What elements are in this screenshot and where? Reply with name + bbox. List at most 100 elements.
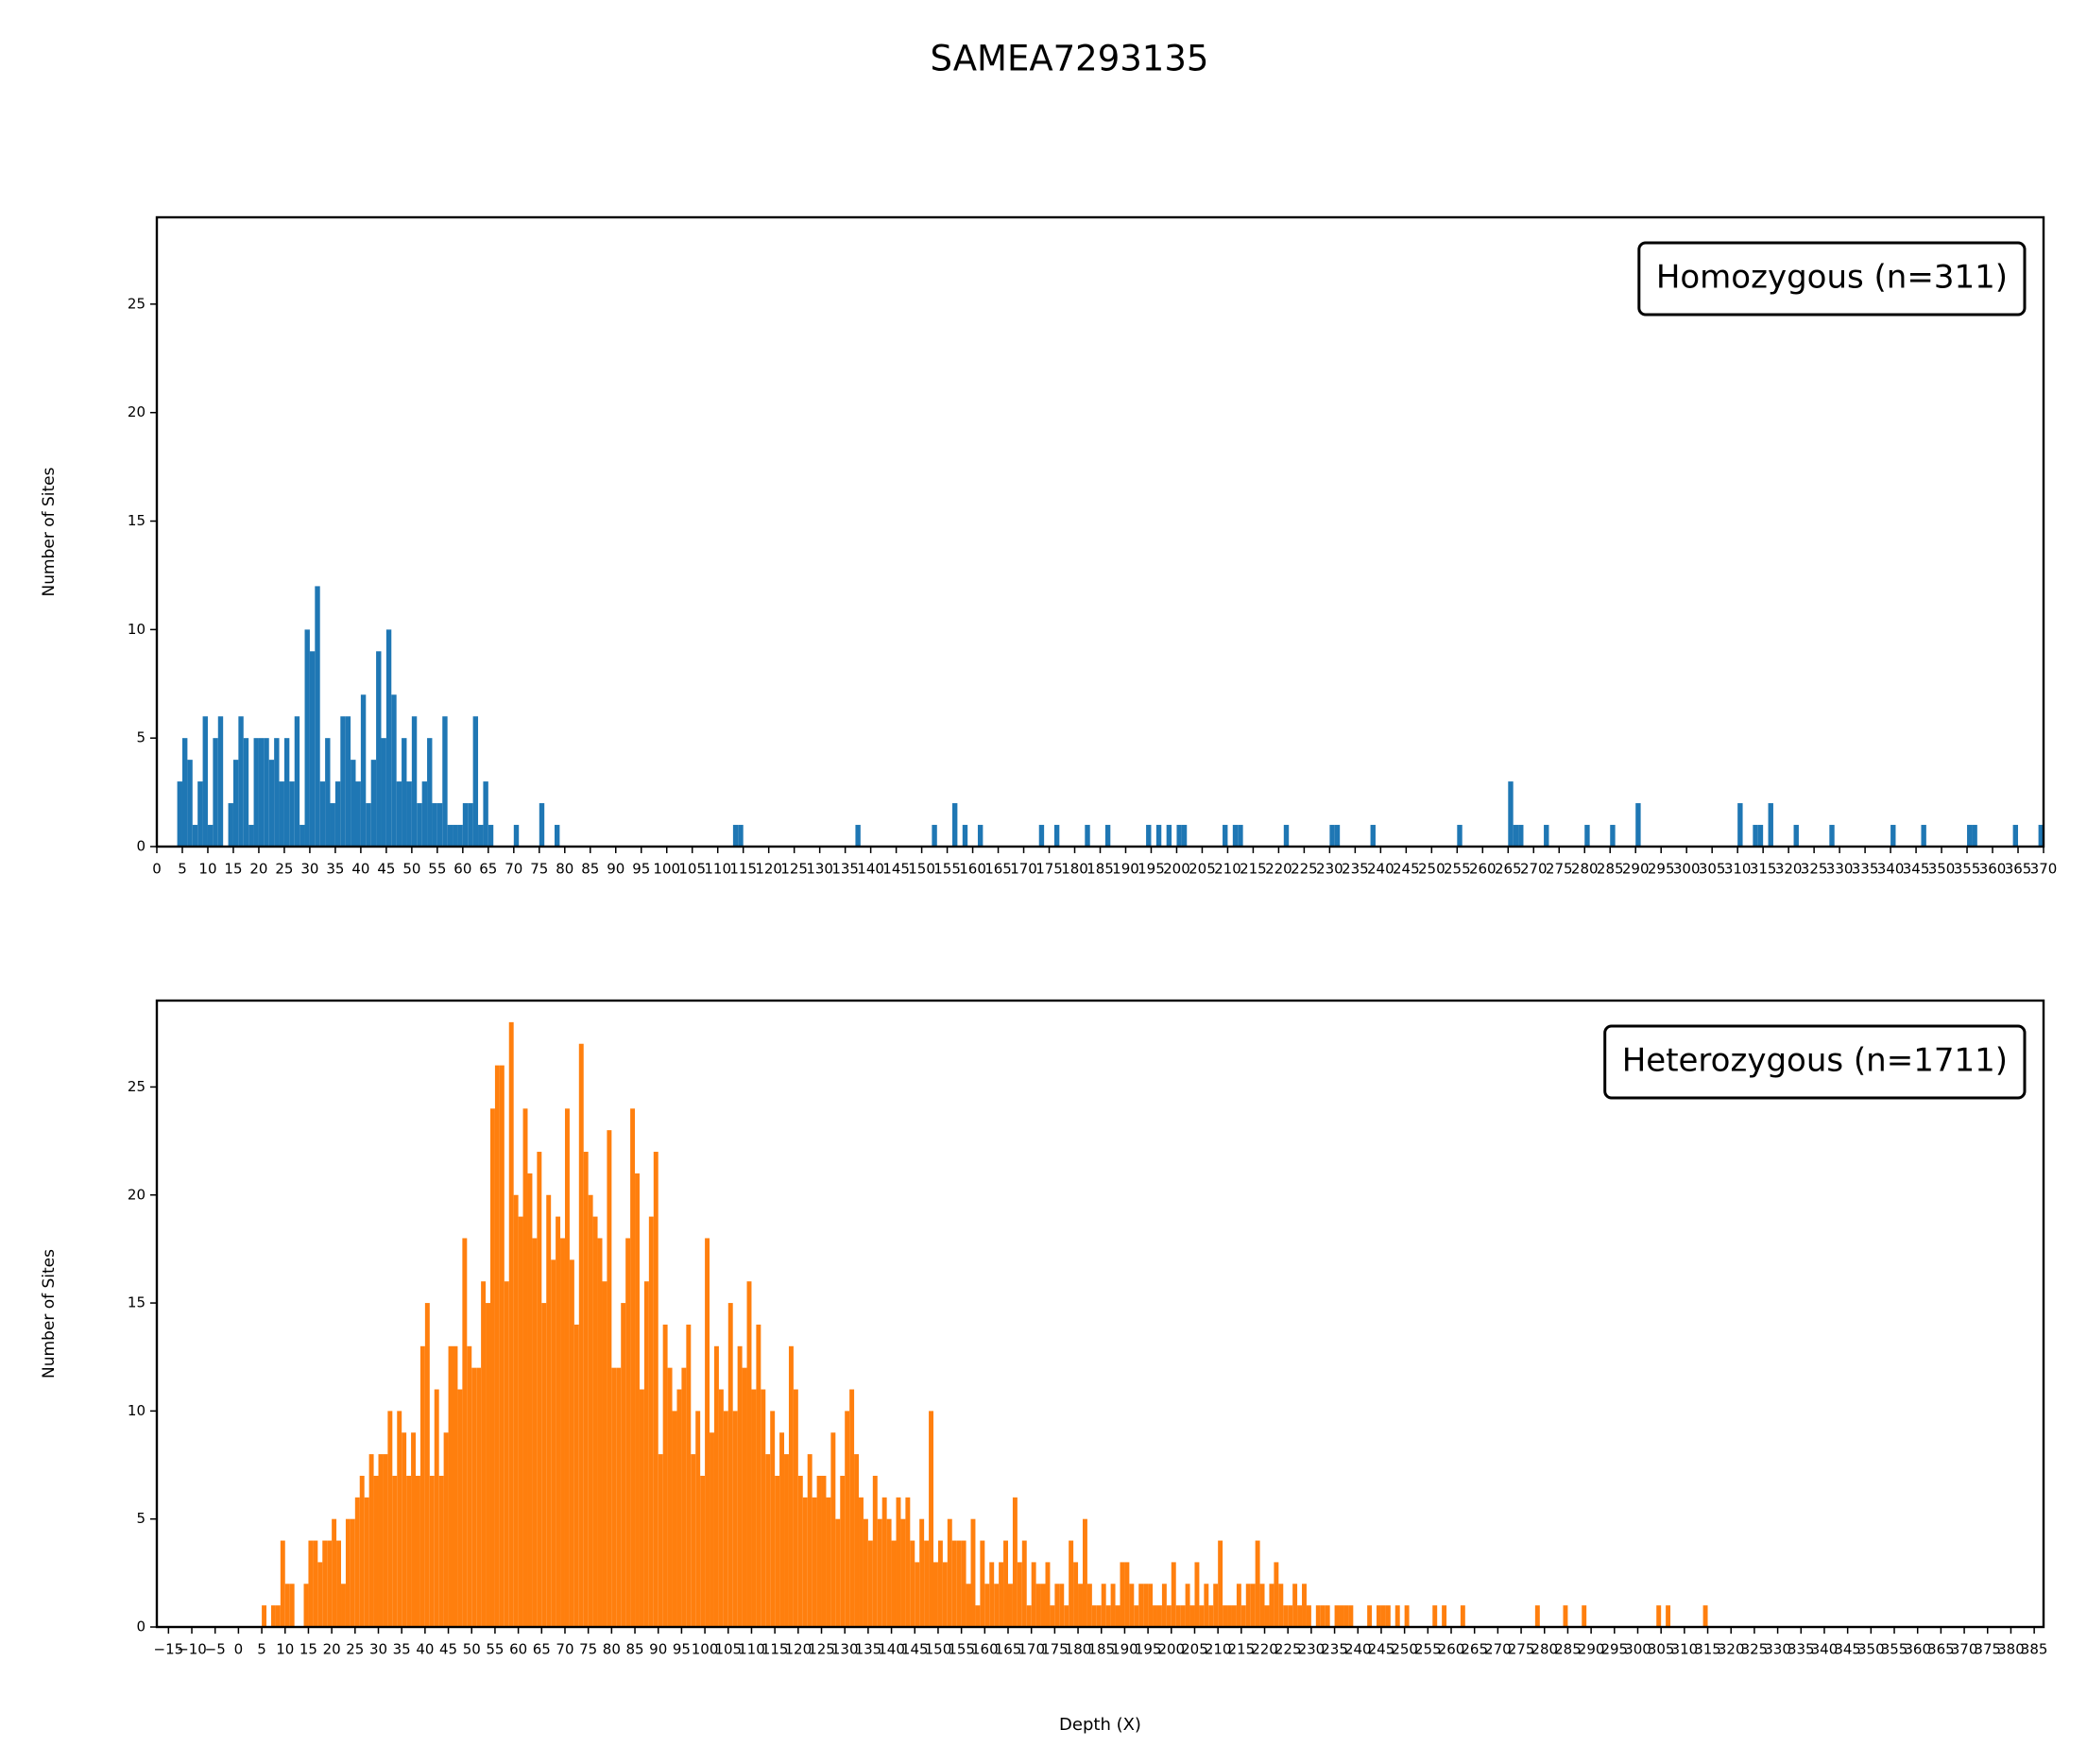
bar [447,825,453,847]
bar [262,1605,267,1627]
x-tick-label: 385 [2021,1641,2048,1658]
bar [1306,1605,1311,1627]
bar [877,1518,882,1627]
bar [989,1562,995,1627]
y-tick-label: 20 [128,1186,145,1203]
x-tick-label: 290 [1622,861,1650,878]
figure-title: SAMEA7293135 [931,39,1209,79]
x-tick-label: 370 [1951,1641,1978,1658]
bar [436,803,443,847]
bar [1105,1605,1111,1627]
x-tick-label: 250 [1391,1641,1418,1658]
bar [643,1281,649,1627]
bar [1890,825,1896,847]
bar [243,738,249,847]
bar [583,1152,589,1627]
axes-frame [155,999,2045,1629]
bar [177,781,182,847]
bar [896,1497,901,1627]
bar [1534,1605,1540,1627]
x-tick-label: 10 [198,861,216,878]
bar [268,760,275,847]
bar [1584,825,1590,847]
bar [280,1540,285,1627]
x-tick-label: 80 [556,861,573,878]
bar [1223,1605,1228,1627]
bar [1003,1540,1008,1627]
x-tick-label: 315 [1750,861,1777,878]
x-tick-label: 370 [2030,861,2058,878]
bar [299,825,305,847]
bar [881,1497,887,1627]
x-tick-label: 340 [1811,1641,1839,1658]
bar [713,1345,719,1627]
bar [504,1281,509,1627]
bar [1274,1562,1279,1627]
x-tick-label: 10 [276,1641,294,1658]
bar [332,1518,337,1627]
x-tick-label: 245 [1368,1641,1395,1658]
bar [468,803,473,847]
x-tick-label: 360 [1904,1641,1931,1658]
bar [1181,825,1188,847]
bar [387,1411,393,1627]
x-tick-label: 335 [1788,1641,1815,1658]
x-tick-label: 215 [1240,861,1267,878]
bar [1120,1562,1125,1627]
y-tick-label: 20 [128,403,145,420]
bar [630,1108,636,1627]
x-tick-label: 60 [453,861,471,878]
x-tick-label: −10 [177,1641,207,1658]
x-tick-label: 170 [1018,1641,1045,1658]
bar [462,1238,468,1627]
bar [462,803,469,847]
x-tick-label: 155 [948,1641,975,1658]
x-tick-label: 120 [785,1641,813,1658]
x-tick-label: 120 [755,861,782,878]
x-tick-label: 310 [1724,861,1752,878]
bar [453,825,458,847]
bar [457,1389,463,1627]
bar [309,651,316,847]
bar [859,1497,864,1627]
bar [355,781,361,847]
bar [345,716,351,847]
bar [457,825,463,847]
bar [1829,825,1835,847]
bar [872,1475,878,1627]
x-tick-label: 335 [1852,861,1879,878]
bar [1315,1605,1321,1627]
bar [835,1518,841,1627]
x-tick-label: 75 [530,861,548,878]
bar [340,716,346,847]
x-tick-label: 325 [1801,861,1828,878]
bar [1334,1605,1340,1627]
bar [253,738,259,847]
bar [1064,1605,1069,1627]
x-tick-label: 100 [653,861,680,878]
x-tick-label: 150 [925,1641,952,1658]
x-tick-label: 230 [1298,1641,1326,1658]
x-tick-label: 225 [1291,861,1318,878]
bar [1078,1584,1083,1627]
x-tick-label: 355 [1881,1641,1908,1658]
bar [481,1281,487,1627]
x-tick-label: 190 [1111,1641,1138,1658]
bar [402,1432,407,1627]
bar [738,825,744,847]
bar [488,825,494,847]
bar [429,1475,435,1627]
legend: Heterozygous (n=1711) [1603,1024,2027,1100]
bar [486,1303,490,1627]
bar [1793,825,1799,847]
x-tick-label: 270 [1520,861,1548,878]
bar [1194,1562,1200,1627]
x-tick-label: 310 [1671,1641,1699,1658]
bar [802,1497,808,1627]
bar [2012,825,2019,847]
x-tick-label: 340 [1877,861,1905,878]
bar [1302,1584,1307,1627]
x-tick-label: 70 [556,1641,573,1658]
x-tick-label: 105 [678,861,706,878]
bar [797,1475,803,1627]
